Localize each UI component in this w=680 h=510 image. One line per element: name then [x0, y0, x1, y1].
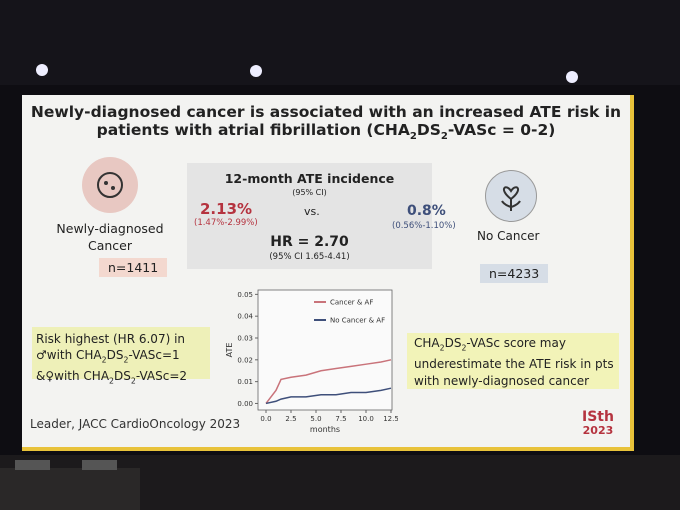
text: (0.56%-1.10%) — [392, 221, 456, 231]
title-line: patients with atrial fibrillation (CHA2D… — [22, 121, 630, 142]
logo: ISth 2023 — [582, 409, 614, 437]
x-tick-label: 7.5 — [335, 415, 346, 423]
line — [265, 359, 392, 404]
text: 2 — [123, 355, 129, 365]
x-axis-label: months — [310, 425, 340, 434]
text: -VASc=2 — [135, 369, 188, 384]
title-line: Newly-diagnosed cancer is associated wit… — [30, 103, 622, 121]
text: 2 — [440, 131, 448, 143]
text: -VASc=1 — [128, 348, 180, 362]
text: CHA — [414, 336, 440, 350]
text: with newly-diagnosed cancer — [414, 374, 590, 389]
y-tick-label: 0.04 — [237, 313, 253, 321]
text: ♂with CHA — [36, 348, 102, 362]
x-tick-label: 12.5 — [383, 415, 398, 423]
text: (1.47%-2.99%) — [194, 218, 258, 228]
text: 2 — [109, 376, 114, 386]
left-label: Newly-diagnosed Cancer — [52, 220, 168, 254]
right-n: n=4233 — [480, 264, 549, 283]
x-tick-label: 5.0 — [310, 415, 321, 423]
text: 2 — [130, 376, 136, 386]
no-cancer-icon — [485, 170, 537, 222]
right-label: No Cancer — [477, 229, 540, 243]
y-tick-label: 0.00 — [237, 400, 253, 408]
left-n: n=1411 — [99, 258, 168, 277]
value: 2.13% — [200, 200, 253, 218]
text: 2023 — [582, 424, 614, 437]
y-tick-label: 0.03 — [237, 335, 253, 343]
text: DS — [416, 121, 441, 139]
text: 2 — [439, 343, 445, 353]
text: DS — [444, 336, 462, 350]
x-tick-label: 2.5 — [285, 415, 296, 423]
legend-label: Cancer & AF — [330, 299, 373, 307]
risk-note-text: Risk highest (HR 6.07) in ♂with CHA2DS2-… — [36, 331, 187, 390]
text: 2 — [409, 131, 417, 143]
text: underestimate the ATE risk in pts — [414, 357, 614, 372]
text-line: CHA2DS2-VASc score may — [414, 335, 614, 356]
score-note-text: CHA2DS2-VASc score may underestimate the… — [414, 335, 614, 390]
y-axis-label: ATE — [225, 343, 234, 358]
text: Risk highest (HR 6.07) in — [36, 332, 186, 346]
x-tick-label: 0.0 — [260, 415, 271, 423]
text: vs. — [304, 205, 320, 218]
risk-note — [32, 327, 210, 379]
text: 2 — [101, 355, 107, 365]
text-line: ♂with CHA2DS2-VASc=1 — [36, 347, 187, 368]
text: (95% CI 1.65-4.41) — [269, 252, 350, 262]
y-tick-label: 0.05 — [237, 291, 253, 299]
incidence-box — [187, 163, 432, 269]
title: Newly-diagnosed cancer is associated wit… — [22, 103, 630, 142]
citation: Leader, JACC CardioOncology 2023 — [30, 417, 241, 431]
text: &♀with CHA — [36, 369, 110, 384]
y-tick-label: 0.01 — [237, 378, 253, 386]
text: patients with atrial fibrillation (CHA — [96, 121, 410, 139]
heading: 12-month ATE incidence — [224, 171, 395, 186]
text: Cancer — [87, 238, 132, 253]
text: ISth — [582, 409, 614, 425]
value: 0.8% — [407, 203, 446, 219]
text: -VASc = 0-2) — [447, 121, 556, 139]
score-note — [407, 333, 619, 389]
chart: 0.00 0.01 0.02 0.03 0.04 0.05 0.0 2.5 5.0 7.5 10.0… — [225, 289, 398, 434]
text: DS — [114, 369, 131, 384]
text: (95% CI) — [292, 188, 327, 197]
hr: HR = 2.70 — [270, 234, 349, 250]
icon — [501, 186, 521, 211]
text: -VASc score may — [466, 336, 566, 350]
icon — [97, 172, 123, 198]
text-line: &♀with CHA2DS2-VASc=2 — [36, 368, 187, 389]
y-tick-label: 0.02 — [237, 356, 253, 364]
text: 2 — [461, 343, 467, 353]
line — [265, 387, 392, 405]
legend-label: No Cancer & AF — [330, 317, 385, 325]
plot-area — [257, 289, 393, 411]
text: Newly-diagnosed — [56, 221, 164, 236]
text: DS — [106, 348, 124, 362]
cancer-icon — [82, 157, 138, 213]
x-tick-label: 10.0 — [358, 415, 374, 423]
